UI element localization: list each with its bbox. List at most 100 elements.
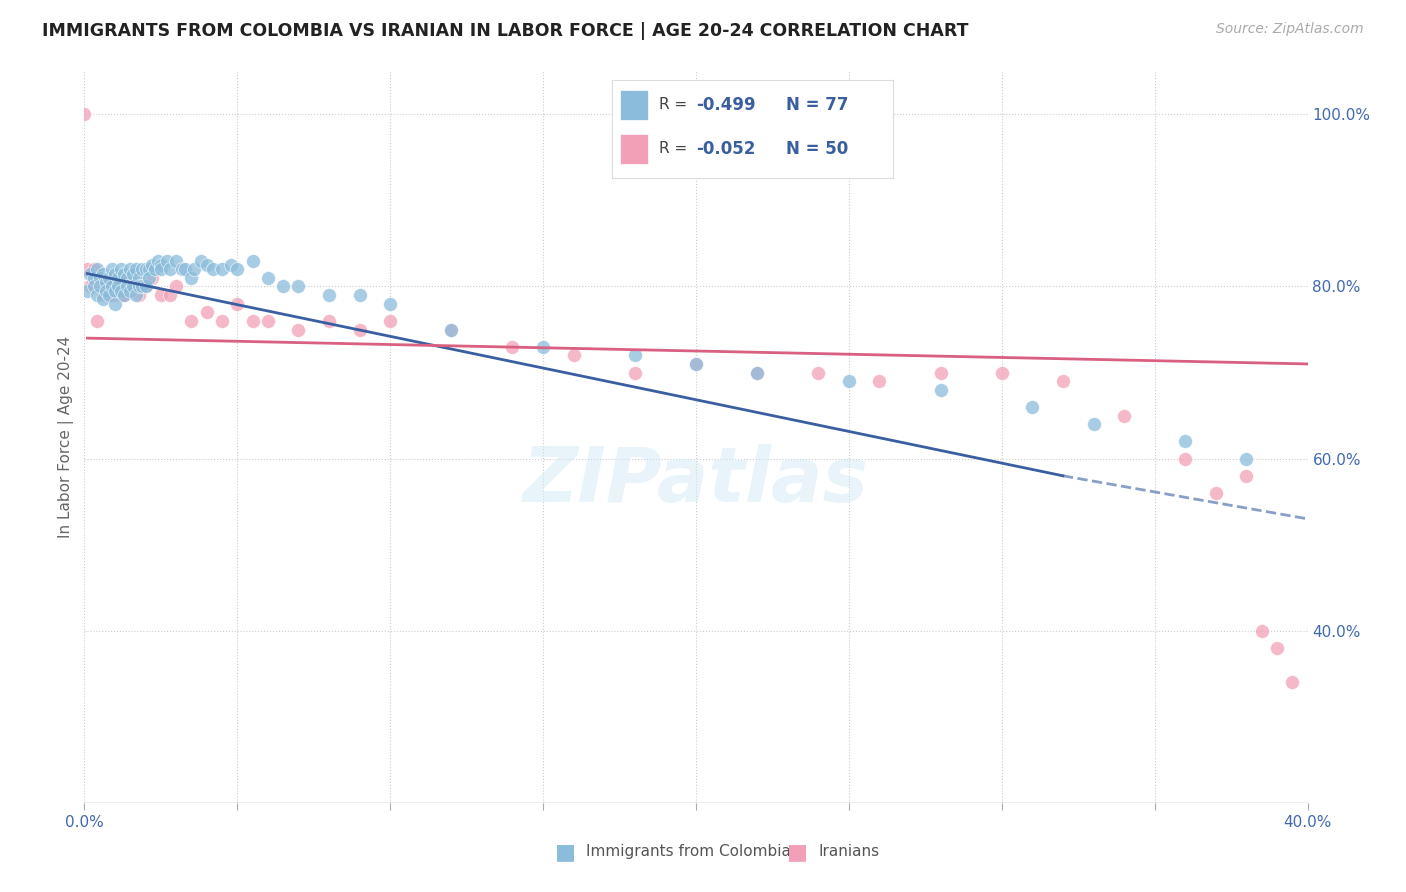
Text: ■: ■ — [555, 842, 576, 862]
Point — [112, 288, 135, 302]
Point — [101, 279, 124, 293]
Point — [1250, 624, 1272, 638]
Point — [143, 262, 166, 277]
Point — [747, 366, 769, 380]
Point — [1236, 451, 1258, 466]
Point — [440, 322, 463, 336]
Point — [107, 271, 129, 285]
Point — [685, 357, 707, 371]
Point — [159, 262, 181, 277]
Point — [159, 288, 181, 302]
Point — [135, 262, 157, 277]
Point — [138, 271, 160, 285]
Point — [131, 279, 153, 293]
Point — [271, 279, 294, 293]
Point — [91, 293, 114, 307]
Point — [180, 314, 202, 328]
Point — [104, 296, 127, 310]
Point — [807, 366, 830, 380]
Point — [89, 271, 111, 285]
Point — [624, 366, 647, 380]
Point — [91, 267, 114, 281]
Point — [125, 262, 148, 277]
Point — [1174, 451, 1197, 466]
Point — [624, 348, 647, 362]
Point — [838, 374, 860, 388]
Point — [149, 262, 172, 277]
Point — [128, 279, 150, 293]
Point — [115, 279, 138, 293]
Point — [83, 262, 105, 277]
Text: IMMIGRANTS FROM COLOMBIA VS IRANIAN IN LABOR FORCE | AGE 20-24 CORRELATION CHART: IMMIGRANTS FROM COLOMBIA VS IRANIAN IN L… — [42, 22, 969, 40]
Point — [104, 288, 127, 302]
Point — [83, 271, 105, 285]
Point — [122, 279, 145, 293]
Point — [226, 262, 249, 277]
Point — [349, 322, 371, 336]
Point — [79, 267, 101, 281]
Point — [502, 340, 524, 354]
Point — [73, 107, 96, 121]
Point — [1021, 400, 1043, 414]
Point — [380, 314, 402, 328]
Point — [149, 288, 172, 302]
Point — [685, 357, 707, 371]
Point — [211, 262, 233, 277]
Point — [125, 288, 148, 302]
Point — [94, 275, 117, 289]
Point — [929, 383, 952, 397]
Point — [110, 284, 132, 298]
Point — [201, 262, 224, 277]
Point — [101, 262, 124, 277]
Point — [440, 322, 463, 336]
Point — [146, 253, 169, 268]
Point — [104, 267, 127, 281]
Y-axis label: In Labor Force | Age 20-24: In Labor Force | Age 20-24 — [58, 336, 73, 538]
Text: N = 50: N = 50 — [786, 140, 848, 158]
Point — [219, 258, 242, 272]
Text: Iranians: Iranians — [818, 845, 879, 859]
Point — [122, 279, 145, 293]
Point — [287, 279, 309, 293]
Point — [76, 284, 98, 298]
Point — [180, 271, 202, 285]
Point — [190, 253, 212, 268]
Point — [165, 253, 187, 268]
Point — [747, 366, 769, 380]
Point — [107, 279, 129, 293]
Point — [83, 279, 105, 293]
Point — [97, 279, 120, 293]
Point — [1265, 640, 1288, 655]
Point — [242, 314, 264, 328]
Point — [242, 253, 264, 268]
Point — [318, 288, 340, 302]
Point — [94, 279, 117, 293]
Point — [97, 271, 120, 285]
Point — [211, 314, 233, 328]
Point — [79, 279, 101, 293]
Point — [135, 279, 157, 293]
Point — [562, 348, 585, 362]
Point — [112, 288, 135, 302]
Point — [869, 374, 891, 388]
Point — [107, 279, 129, 293]
Text: Immigrants from Colombia: Immigrants from Colombia — [586, 845, 792, 859]
Point — [318, 314, 340, 328]
Point — [120, 271, 142, 285]
Point — [101, 288, 124, 302]
Point — [89, 271, 111, 285]
Point — [1114, 409, 1136, 423]
Point — [131, 262, 153, 277]
Text: Source: ZipAtlas.com: Source: ZipAtlas.com — [1216, 22, 1364, 37]
Text: ■: ■ — [787, 842, 808, 862]
Point — [165, 279, 187, 293]
Point — [226, 296, 249, 310]
Point — [349, 288, 371, 302]
Point — [183, 262, 205, 277]
Point — [172, 262, 194, 277]
Point — [929, 366, 952, 380]
Bar — [620, 134, 648, 164]
Point — [120, 284, 142, 298]
Point — [110, 262, 132, 277]
Text: ZIPatlas: ZIPatlas — [523, 444, 869, 518]
